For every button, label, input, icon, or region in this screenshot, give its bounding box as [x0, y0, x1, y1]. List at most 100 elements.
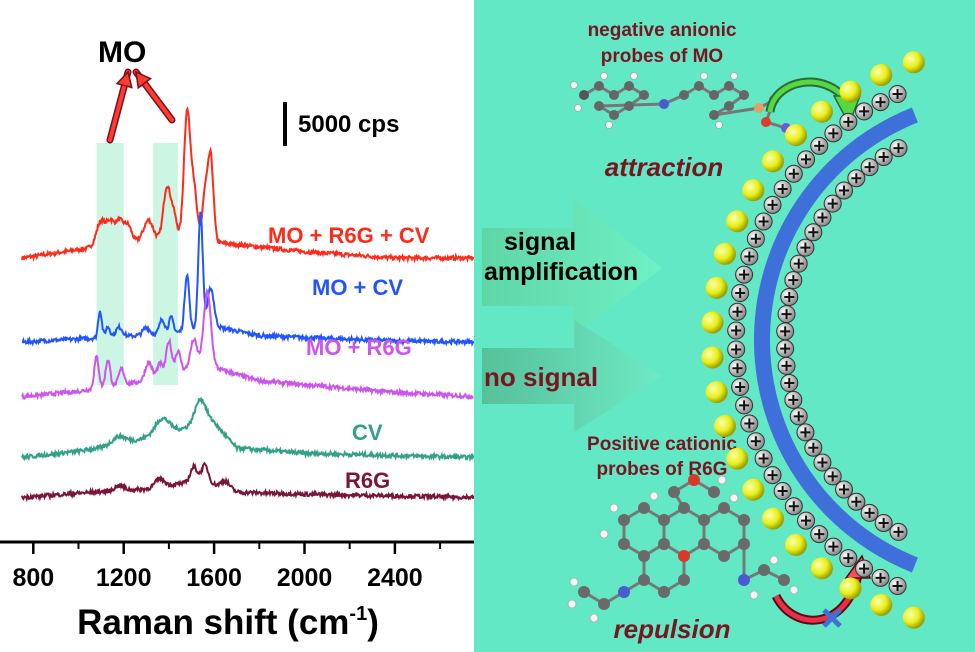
cation-charge-inner-sign: [784, 378, 795, 389]
mo-label: MO: [98, 36, 146, 69]
cation-charge-outer-sign: [758, 216, 769, 227]
yellow-sphere: [701, 311, 724, 334]
cation-charge-outer-sign: [828, 541, 839, 552]
cation-charge-inner-sign: [800, 427, 811, 438]
cation-charge-inner-sign: [827, 471, 838, 482]
r6g-atom: [678, 550, 690, 562]
cation-charge-outer-sign: [739, 400, 750, 411]
r6g-atom: [638, 574, 650, 586]
mo-atom: [694, 81, 704, 91]
cation-charge-outer-sign: [788, 501, 799, 512]
cation-charge-outer-sign: [875, 572, 886, 583]
series-label-2: MO + CV: [312, 275, 403, 300]
cation-caption-line1: Positive cationic: [587, 434, 737, 455]
r6g-atom: [738, 574, 750, 586]
mo-atom: [739, 90, 749, 100]
yellow-sphere: [705, 381, 728, 404]
cation-charge-inner-sign: [817, 212, 828, 223]
cation-charge-inner-sign: [788, 394, 799, 405]
mo-hydrogen: [700, 72, 708, 80]
r6g-atom: [578, 586, 590, 598]
cation-charge-outer-sign: [801, 515, 812, 526]
yellow-sphere: [701, 346, 724, 369]
mo-atom: [579, 90, 589, 100]
mo-atom: [679, 90, 689, 100]
mo-atom: [594, 101, 604, 111]
x-tick-label-1600: 1600: [186, 564, 242, 592]
r6g-hydrogen: [769, 555, 779, 565]
r6g-hydrogen: [749, 590, 759, 600]
mo-band-highlight-2: [153, 143, 178, 385]
anion-caption-line2: probes of MO: [601, 46, 723, 67]
r6g-atom: [658, 538, 670, 550]
raman-spectra-chart: MO + R6G + CV MO + CV MO + R6G CV R6G MO 5000 …: [0, 36, 474, 642]
series-line-4: [21, 396, 474, 463]
no-signal-label: no signal: [484, 362, 598, 392]
cation-charge-inner-sign: [793, 411, 804, 422]
mo-atom: [594, 81, 604, 91]
cation-charge-inner-sign: [784, 291, 795, 302]
cation-charge-inner-sign: [878, 517, 889, 528]
cation-charge-inner-sign: [851, 496, 862, 507]
mo-atom: [754, 103, 764, 113]
yellow-sphere: [742, 179, 765, 202]
r6g-atom: [738, 514, 750, 526]
x-axis-label: Raman shift (cm-1): [77, 603, 379, 642]
r6g-atom: [708, 486, 720, 498]
cation-charge-inner-sign: [800, 242, 811, 253]
anion-caption-line1: negative anionic: [588, 20, 737, 41]
r6g-atom: [738, 538, 750, 550]
cation-charge-inner-sign: [808, 442, 819, 453]
cation-charge-outer-sign: [892, 580, 903, 591]
yellow-sphere: [784, 124, 807, 147]
r6g-atom: [688, 474, 700, 486]
yellow-sphere: [902, 606, 925, 629]
cation-charge-outer-sign: [814, 529, 825, 540]
attraction-label: attraction: [605, 152, 723, 182]
x-axis-label-main: Raman shift (cm: [77, 603, 349, 642]
cation-charge-outer-sign: [758, 453, 769, 464]
cation-charge-inner-sign: [827, 198, 838, 209]
yellow-sphere: [810, 557, 833, 580]
cation-caption-line2: probes of R6G: [597, 459, 728, 480]
mo-arrow-right: [132, 68, 176, 124]
scale-bar-label: 5000 cps: [298, 111, 399, 138]
cation-charge-outer-sign: [732, 306, 743, 317]
yellow-sphere: [870, 64, 893, 87]
r6g-atom: [618, 586, 630, 598]
r6g-atom: [618, 538, 630, 550]
cation-charge-inner-sign: [893, 526, 904, 537]
cation-charge-outer-sign: [859, 563, 870, 574]
cation-charge-outer-sign: [875, 97, 886, 108]
cation-charge-outer-sign: [735, 381, 746, 392]
cation-charge-inner-sign: [864, 162, 875, 173]
mo-arrow-right-head: [135, 70, 153, 90]
yellow-sphere: [839, 80, 862, 103]
cation-charge-inner-sign: [781, 360, 792, 371]
r6g-hydrogen: [789, 585, 799, 595]
cation-charge-inner-sign: [780, 343, 791, 354]
cation-charge-outer-sign: [735, 288, 746, 299]
series-line-3: [21, 287, 474, 401]
r6g-atom: [668, 486, 680, 498]
repulsion-label: repulsion: [613, 614, 730, 644]
series-label-3: MO + R6G: [306, 335, 412, 360]
mo-atom: [624, 81, 634, 91]
cation-charge-outer-sign: [777, 183, 788, 194]
cation-charge-outer-sign: [732, 363, 743, 374]
cation-charge-inner-sign: [851, 173, 862, 184]
yellow-sphere: [713, 415, 736, 438]
r6g-hydrogen: [649, 491, 659, 501]
r6g-atom: [698, 514, 710, 526]
x-tick-label-800: 800: [12, 564, 54, 592]
x-axis-label-superscript: -1: [349, 603, 367, 625]
cation-charge-inner-sign: [817, 457, 828, 468]
yellow-sphere: [839, 577, 862, 600]
cation-charge-outer-sign: [750, 436, 761, 447]
cation-charge-outer-sign: [828, 128, 839, 139]
yellow-sphere: [713, 242, 736, 265]
cation-charge-inner-sign: [878, 152, 889, 163]
cation-charge-outer-sign: [843, 553, 854, 564]
mo-hydrogen: [605, 121, 613, 129]
